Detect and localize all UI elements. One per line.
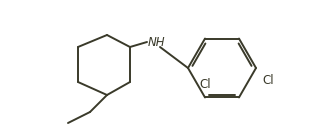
Text: Cl: Cl — [262, 74, 274, 87]
Text: NH: NH — [148, 35, 166, 48]
Text: Cl: Cl — [199, 79, 211, 91]
